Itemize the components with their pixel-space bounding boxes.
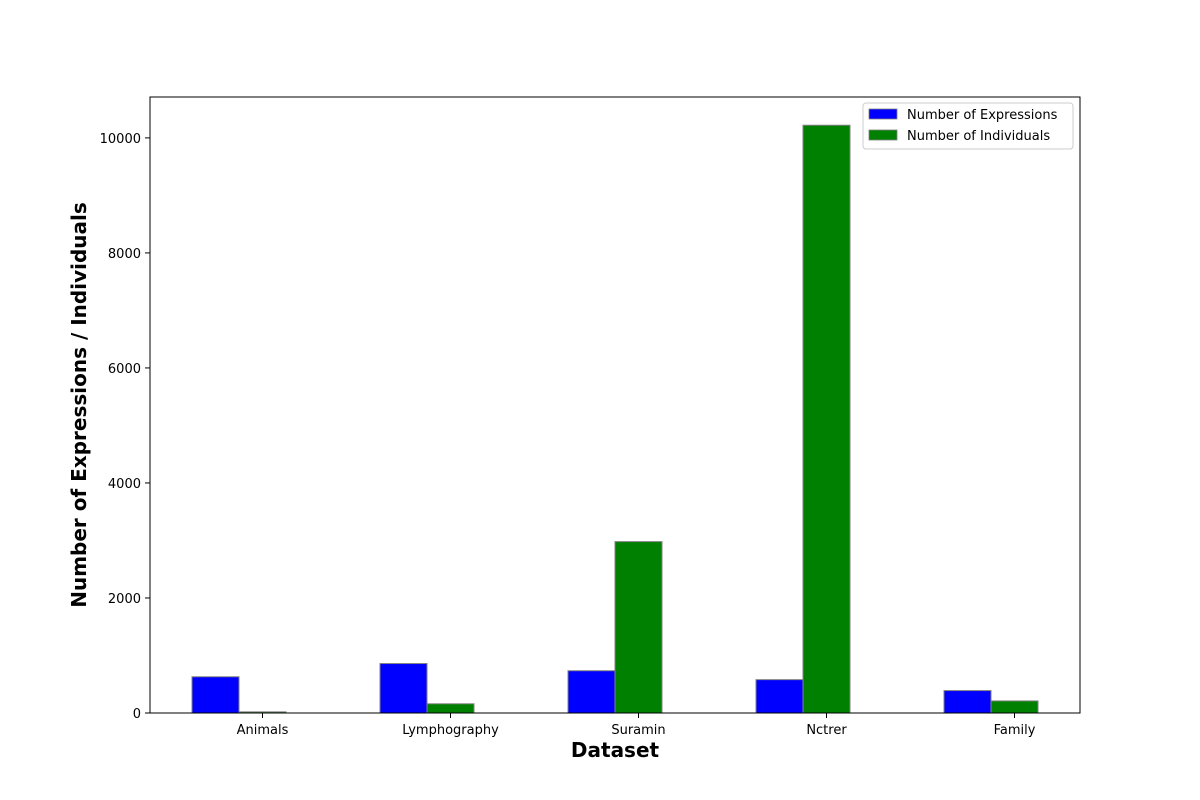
legend-swatch-individuals: [868, 129, 898, 141]
x-tick-label: Family: [994, 723, 1036, 738]
y-tick-label: 0: [133, 707, 141, 722]
y-axis: 0 2000 4000 6000 8000 10000: [100, 132, 150, 722]
y-axis-title: Number of Expressions / Individuals: [67, 202, 91, 608]
legend-box: [862, 102, 1074, 150]
y-tick-label: 4000: [108, 477, 141, 492]
x-axis: Animals Lymphography Suramin Nctrer Family: [237, 713, 1036, 738]
legend-swatch-expressions: [868, 108, 898, 120]
x-axis-title: Dataset: [571, 738, 660, 762]
y-tick-label: 8000: [108, 247, 141, 262]
bar-expressions-suramin: [567, 670, 616, 714]
x-tick-label: Nctrer: [806, 723, 847, 738]
y-tick-label: 2000: [108, 592, 141, 607]
bar-individuals-lymphography: [426, 703, 475, 714]
legend-label-individuals: Number of Individuals: [907, 129, 1050, 144]
bars-group: [191, 124, 1039, 714]
y-tick-label: 10000: [100, 132, 141, 147]
x-tick-label: Lymphography: [402, 723, 499, 738]
y-tick-label: 6000: [108, 362, 141, 377]
x-tick-label: Animals: [237, 723, 289, 738]
bar-expressions-lymphography: [379, 663, 428, 714]
x-tick-label: Suramin: [611, 723, 665, 738]
bar-individuals-family: [990, 700, 1039, 714]
bar-expressions-family: [943, 690, 992, 714]
bar-expressions-animals: [191, 676, 240, 714]
legend: Number of Expressions Number of Individu…: [862, 102, 1074, 150]
bar-individuals-nctrer: [802, 124, 851, 714]
bar-expressions-nctrer: [755, 679, 804, 714]
plot-frame: [149, 96, 1081, 714]
bar-individuals-suramin: [614, 541, 663, 714]
legend-label-expressions: Number of Expressions: [907, 108, 1058, 123]
